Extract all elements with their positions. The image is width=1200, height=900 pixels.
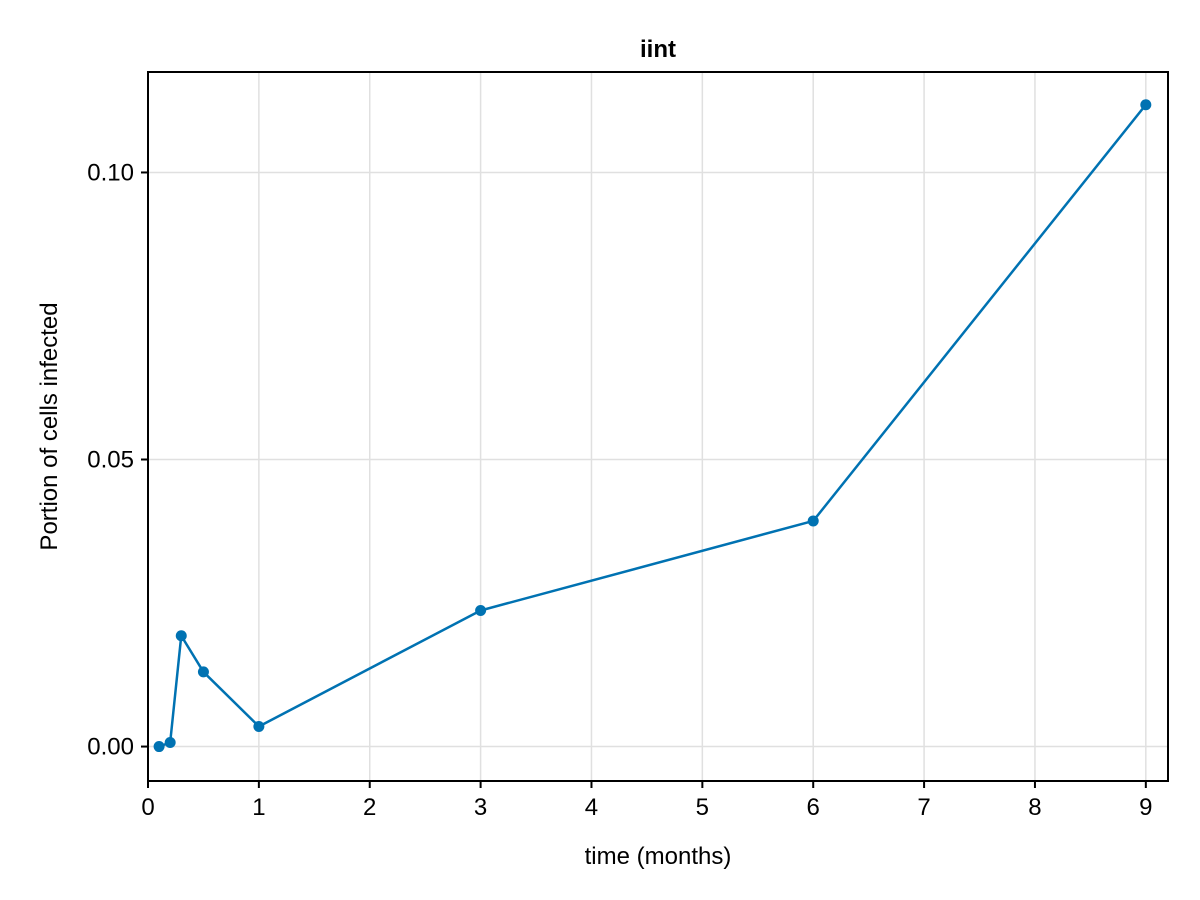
plot-frame xyxy=(147,71,1169,782)
data-point xyxy=(807,515,819,527)
y-tick-label: 0.10 xyxy=(87,159,134,186)
x-tick-label: 4 xyxy=(585,794,598,821)
x-tick-label: 0 xyxy=(141,794,154,821)
x-tick-label: 5 xyxy=(696,794,709,821)
x-tick-label: 7 xyxy=(917,794,930,821)
data-point xyxy=(164,737,176,749)
x-tick-label: 8 xyxy=(1028,794,1041,821)
data-point xyxy=(475,604,487,616)
x-tick-label: 2 xyxy=(363,794,376,821)
data-point xyxy=(153,741,165,753)
axis-ticks: 0 1 2 3 4 5 6 7 8 9 0.00 0.05 0.10 xyxy=(87,159,1152,821)
y-axis-title: Portion of cells infected xyxy=(36,302,63,550)
chart-title: iint xyxy=(640,36,676,63)
x-tick-label: 6 xyxy=(807,794,820,821)
x-axis-title: time (months) xyxy=(585,843,732,870)
x-tick-label: 9 xyxy=(1139,794,1152,821)
y-tick-label: 0.00 xyxy=(87,734,134,761)
data-point xyxy=(197,666,209,678)
series-line xyxy=(158,103,1147,748)
data-point xyxy=(1140,99,1152,111)
series-layer xyxy=(153,99,1152,753)
data-point xyxy=(175,630,187,642)
x-tick-label: 3 xyxy=(474,794,487,821)
y-tick-label: 0.05 xyxy=(87,447,134,474)
x-tick-label: 1 xyxy=(252,794,265,821)
grid-lines xyxy=(147,72,1168,781)
data-point xyxy=(253,720,265,732)
